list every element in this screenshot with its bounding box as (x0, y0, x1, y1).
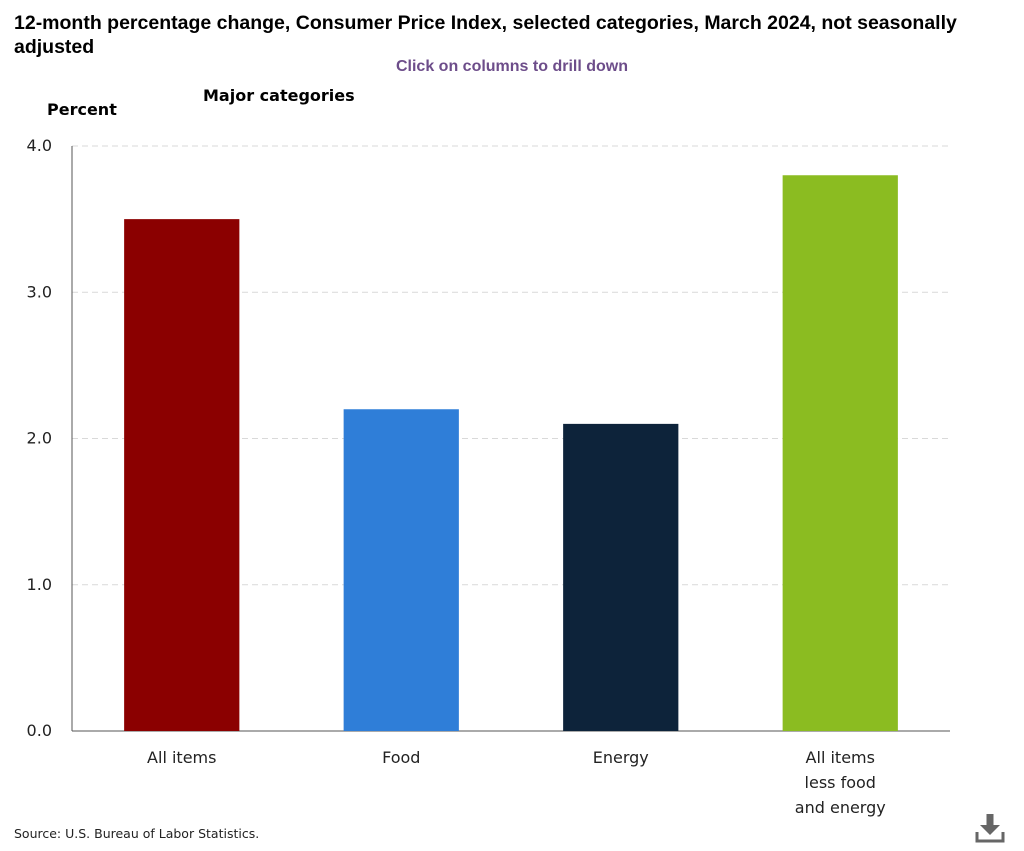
bar-all-items-less-food-and-energy[interactable] (782, 175, 898, 731)
x-tick-label: All items (147, 748, 216, 767)
x-tick-label: Energy (593, 748, 649, 767)
y-tick-label: 1.0 (27, 575, 52, 594)
source-note: Source: U.S. Bureau of Labor Statistics. (14, 826, 260, 841)
y-tick-label: 2.0 (27, 429, 52, 448)
y-tick-label: 3.0 (27, 282, 52, 301)
x-tick-label: All items (806, 748, 875, 767)
x-tick-label: Food (382, 748, 420, 767)
x-tick-label: and energy (795, 798, 886, 817)
axis-labels: 0.0 1.0 2.0 3.0 4.0 All items Food Energy All it… (27, 136, 886, 817)
chart-subtitle: Major categories (203, 86, 355, 105)
bar-energy[interactable] (563, 423, 679, 731)
bar-chart: 0.0 1.0 2.0 3.0 4.0 All items Food Energy All it… (27, 136, 950, 817)
bar-food[interactable] (343, 409, 459, 731)
x-tick-label: less food (805, 773, 876, 792)
bar-all-items[interactable] (124, 219, 240, 731)
drill-down-instruction: Click on columns to drill down (395, 58, 628, 75)
chart-title: 12-month percentage change, Consumer Pri… (14, 12, 957, 58)
bars (124, 175, 898, 731)
y-tick-label: 0.0 (27, 721, 52, 740)
y-tick-label: 4.0 (27, 136, 52, 155)
y-axis-label: Percent (47, 100, 117, 119)
download-icon[interactable] (972, 810, 1008, 846)
